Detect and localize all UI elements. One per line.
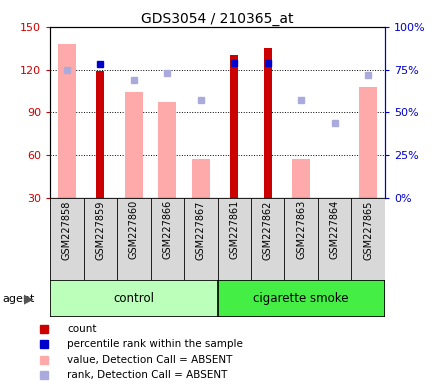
Text: agent: agent [2, 293, 34, 304]
Bar [358, 87, 377, 198]
Text: percentile rank within the sample: percentile rank within the sample [67, 339, 243, 349]
Text: cigarette smoke: cigarette smoke [253, 292, 348, 305]
Bar [191, 159, 210, 198]
Text: GSM227863: GSM227863 [296, 200, 306, 260]
Text: GSM227860: GSM227860 [128, 200, 138, 260]
Text: GSM227861: GSM227861 [229, 200, 239, 260]
Text: ▶: ▶ [24, 292, 33, 305]
Title: GDS3054 / 210365_at: GDS3054 / 210365_at [141, 12, 293, 26]
Text: rank, Detection Call = ABSENT: rank, Detection Call = ABSENT [67, 370, 227, 380]
Text: value, Detection Call = ABSENT: value, Detection Call = ABSENT [67, 355, 232, 365]
Text: GSM227867: GSM227867 [195, 200, 205, 260]
Bar [50, 280, 217, 317]
Text: GSM227865: GSM227865 [362, 200, 372, 260]
Text: GSM227866: GSM227866 [162, 200, 172, 260]
Text: GSM227859: GSM227859 [95, 200, 105, 260]
Text: GSM227864: GSM227864 [329, 200, 339, 260]
Bar [158, 103, 176, 198]
Bar [230, 55, 238, 198]
Bar [291, 159, 310, 198]
Bar [96, 71, 104, 198]
Text: GSM227862: GSM227862 [262, 200, 272, 260]
Bar [263, 48, 271, 198]
Bar [57, 44, 76, 198]
Bar [124, 93, 143, 198]
Text: control: control [113, 292, 154, 305]
Text: count: count [67, 324, 97, 334]
Bar [217, 280, 384, 317]
Text: GSM227858: GSM227858 [62, 200, 72, 260]
